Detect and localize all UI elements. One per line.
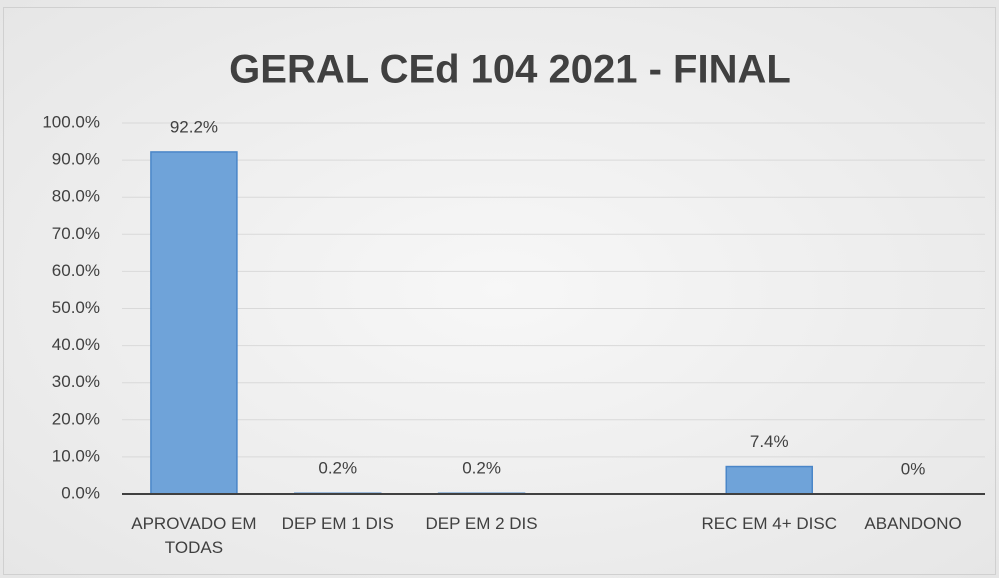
- x-tick-label: DEP EM 1 DIS: [281, 514, 394, 533]
- bar: [150, 151, 238, 495]
- bar: [725, 465, 813, 495]
- x-tick-label: DEP EM 2 DIS: [425, 514, 538, 533]
- y-tick-label: 70.0%: [52, 224, 100, 243]
- data-label: 92.2%: [170, 117, 218, 136]
- y-tick-label: 10.0%: [52, 446, 100, 465]
- y-tick-label: 90.0%: [52, 150, 100, 169]
- y-tick-label: 80.0%: [52, 187, 100, 206]
- x-tick-label: REC EM 4+ DISC: [701, 514, 838, 533]
- y-tick-label: 50.0%: [52, 298, 100, 317]
- y-tick-label: 100.0%: [42, 112, 100, 131]
- y-tick-label: 0.0%: [61, 483, 100, 502]
- data-label: 7.4%: [750, 432, 789, 451]
- x-tick-label: ABANDONO: [864, 514, 962, 533]
- x-tick-label: APROVADO EM TODAS: [131, 514, 257, 557]
- data-label: 0.2%: [462, 459, 501, 478]
- data-label: 0%: [901, 459, 926, 478]
- data-label: 0.2%: [318, 459, 357, 478]
- y-tick-label: 20.0%: [52, 409, 100, 428]
- chart-title: GERAL CEd 104 2021 - FINAL: [229, 48, 791, 92]
- y-tick-label: 30.0%: [52, 372, 100, 391]
- y-tick-label: 60.0%: [52, 261, 100, 280]
- chart-border: [3, 7, 996, 575]
- y-tick-label: 40.0%: [52, 335, 100, 354]
